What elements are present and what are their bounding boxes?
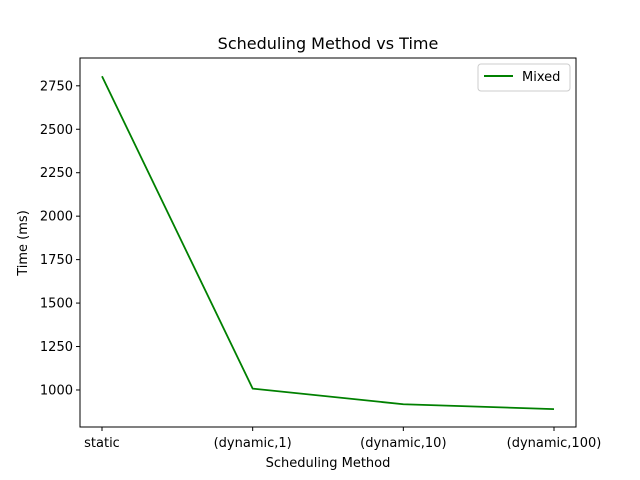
plot-frame: [79, 57, 577, 428]
chart-title: Scheduling Method vs Time: [218, 34, 439, 53]
legend-frame: [477, 63, 571, 92]
y-axis: 1000 1250 1500 1750 2000 2250 2500 2750: [40, 79, 80, 398]
y-tick-label: 2500: [40, 123, 73, 138]
series-line: [101, 75, 555, 410]
x-tick-label: (dynamic,10): [360, 436, 446, 451]
x-axis: static (dynamic,1) (dynamic,10) (dynamic,10…: [84, 427, 601, 451]
x-tick-label: static: [84, 436, 120, 451]
series-layer: [101, 75, 555, 410]
x-tick-label: (dynamic,100): [507, 436, 602, 451]
plot-area: [79, 57, 577, 428]
legend: Mixed: [477, 63, 571, 92]
y-tick-label: 2000: [40, 210, 73, 225]
x-axis-title: Scheduling Method: [266, 456, 391, 471]
y-tick-label: 1000: [40, 383, 73, 398]
y-tick-label: 1750: [40, 253, 73, 268]
legend-label: Mixed: [522, 70, 560, 85]
x-tick-label: (dynamic,1): [214, 436, 292, 451]
y-tick-label: 1250: [40, 340, 73, 355]
y-tick-label: 2750: [40, 79, 73, 94]
y-tick-label: 1500: [40, 297, 73, 312]
y-axis-title: Time (ms): [16, 210, 31, 277]
y-tick-label: 2250: [40, 166, 73, 181]
